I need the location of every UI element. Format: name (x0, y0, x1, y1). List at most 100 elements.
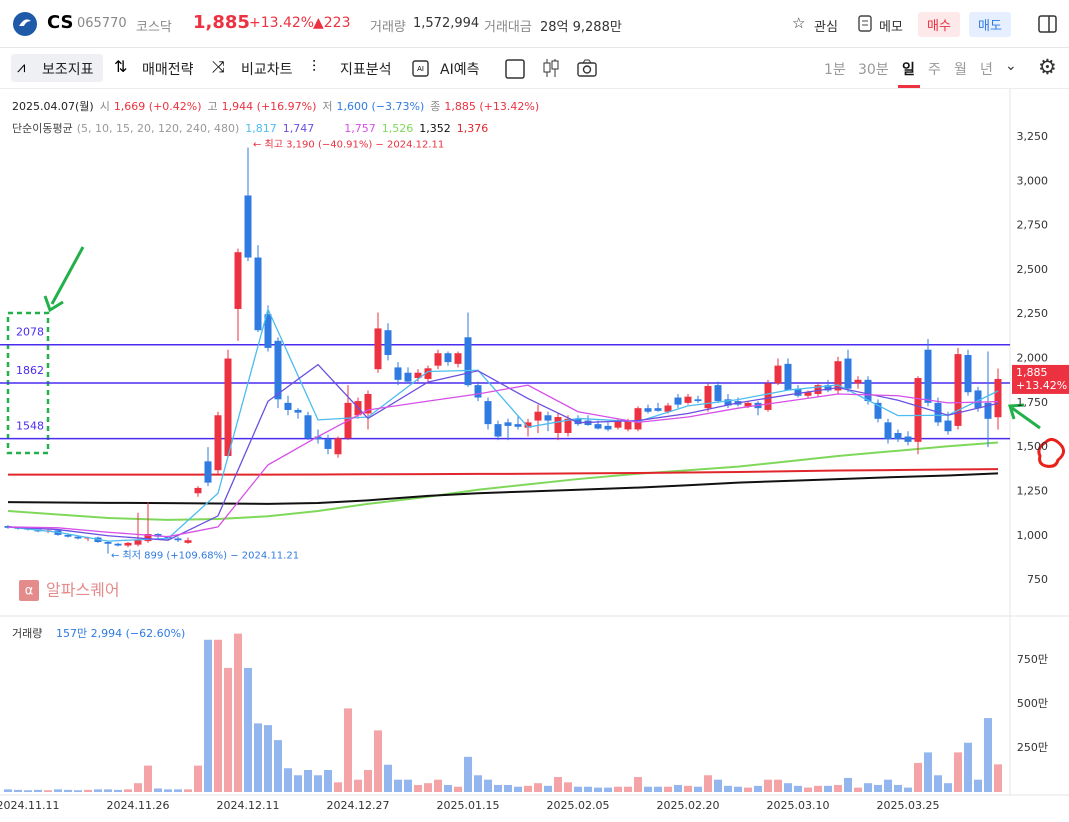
candle-body (414, 372, 422, 379)
candle-body (924, 349, 932, 403)
memo-button[interactable]: 메모 (879, 20, 903, 35)
tool-button[interactable]: 보조지표 (42, 62, 94, 78)
volume-bar (534, 783, 542, 792)
volume-bar (754, 785, 762, 792)
logo (13, 12, 37, 36)
square-tool[interactable] (504, 58, 526, 80)
svg-text:AI: AI (417, 65, 424, 73)
interval-button[interactable]: 주 (928, 62, 941, 78)
volume-bar (4, 789, 12, 792)
volume-title: 거래량 (12, 627, 42, 640)
volume-bar (254, 723, 262, 792)
candle-body (134, 540, 142, 545)
volume-bar (594, 787, 602, 792)
candle-body (854, 379, 862, 384)
candle-body (964, 355, 972, 393)
tool-button[interactable]: 매매전략 (142, 62, 194, 78)
sell-button[interactable]: 매도 (969, 12, 1011, 37)
volume-bar (574, 786, 582, 792)
candle-body (404, 372, 412, 382)
interval-button[interactable]: 년 (980, 62, 993, 78)
volume-bar (984, 718, 992, 792)
volume-bar (334, 782, 342, 792)
volume-bar (364, 770, 372, 792)
volume-bar (204, 639, 212, 792)
camera-tool[interactable] (576, 58, 598, 78)
y-tick-label: 3,250 (1017, 130, 1049, 143)
volume-bar (34, 789, 42, 792)
volume-bar (384, 764, 392, 792)
candle-body (104, 541, 112, 544)
volume-bar (894, 784, 902, 792)
star-icon[interactable]: ☆ (792, 14, 806, 32)
volume-bar (654, 786, 662, 792)
candle-body (884, 422, 892, 440)
watermark-logo-text: α (25, 584, 34, 599)
volume-info: 157만 2,994 (−62.60%) (56, 627, 185, 640)
candle-body (64, 534, 72, 537)
volume-bar (704, 775, 712, 792)
interval-button[interactable]: 일 (902, 62, 915, 78)
watermark: 알파스퀘어 (46, 581, 120, 600)
buy-button[interactable]: 매수 (918, 12, 960, 37)
candle-body (664, 405, 672, 412)
favorite-button[interactable]: 관심 (814, 20, 838, 35)
moving-average (7, 307, 999, 542)
x-tick-label: 2025.01.15 (437, 799, 500, 812)
code: 065770 (77, 16, 127, 31)
volume-bar (944, 783, 952, 792)
volume-bar (304, 770, 312, 792)
volume-bar (814, 785, 822, 792)
y-tick-label: 2,750 (1017, 219, 1049, 232)
candle-body (314, 436, 322, 440)
y-tick-label: 2,250 (1017, 307, 1049, 320)
y-tick-label: 2,500 (1017, 263, 1049, 276)
settings-icon[interactable]: ⚙ (1038, 55, 1057, 79)
dropdown-icon[interactable]: ⌄ (1005, 58, 1017, 74)
volume-bar (74, 790, 82, 792)
tool-button[interactable]: 비교차트 (241, 62, 293, 78)
volume-bar (454, 786, 462, 792)
green-arrow (43, 246, 85, 313)
candle-body (214, 415, 222, 471)
volume-bar (54, 789, 62, 792)
info-date: 2025.04.07(월) (12, 100, 94, 113)
interval-button[interactable]: 1분 (824, 62, 846, 78)
candle-body (954, 354, 962, 426)
candle-body (574, 418, 582, 425)
candle-body (294, 409, 302, 413)
volume-bar (514, 786, 522, 792)
header: CS 065770 코스닥 1,885 +13.42% ▲223 거래량 1,5… (0, 0, 1069, 48)
candle-body (284, 402, 292, 410)
volume-bar (174, 789, 182, 792)
y-tick-label: 1,000 (1017, 529, 1049, 542)
candle-body (594, 424, 602, 429)
candle-body (264, 314, 272, 348)
candle-tool[interactable] (541, 57, 561, 79)
volume-bar (124, 789, 132, 792)
interval-button[interactable]: 30분 (858, 62, 889, 78)
info-high-label: 고 (208, 100, 218, 113)
volume-bar (84, 789, 92, 792)
volume-bar (424, 783, 432, 792)
tool-button[interactable]: AI예측 (440, 62, 480, 78)
candle-body (774, 365, 782, 384)
candle-body (4, 526, 12, 528)
y-tick-label: 1,500 (1017, 440, 1049, 453)
x-tick-label: 2024.11.11 (0, 799, 59, 812)
candle-body (124, 542, 132, 546)
watermark-logo (19, 580, 39, 601)
candle-body (974, 390, 982, 409)
panel-icon[interactable] (1038, 15, 1057, 33)
volume-bar (774, 779, 782, 792)
tool-icon: ⤨ (212, 57, 225, 76)
volume-bar (664, 786, 672, 792)
volume-bar (674, 784, 682, 792)
info-high: 1,944 (+16.97%) (222, 100, 317, 113)
volume-bar (224, 667, 232, 792)
tool-button[interactable]: 지표분석 (340, 62, 392, 78)
x-tick-label: 2024.12.27 (327, 799, 390, 812)
interval-button[interactable]: 월 (954, 62, 967, 78)
volume-bar (314, 775, 322, 792)
ma-title: 단순이동평균 (12, 122, 73, 135)
